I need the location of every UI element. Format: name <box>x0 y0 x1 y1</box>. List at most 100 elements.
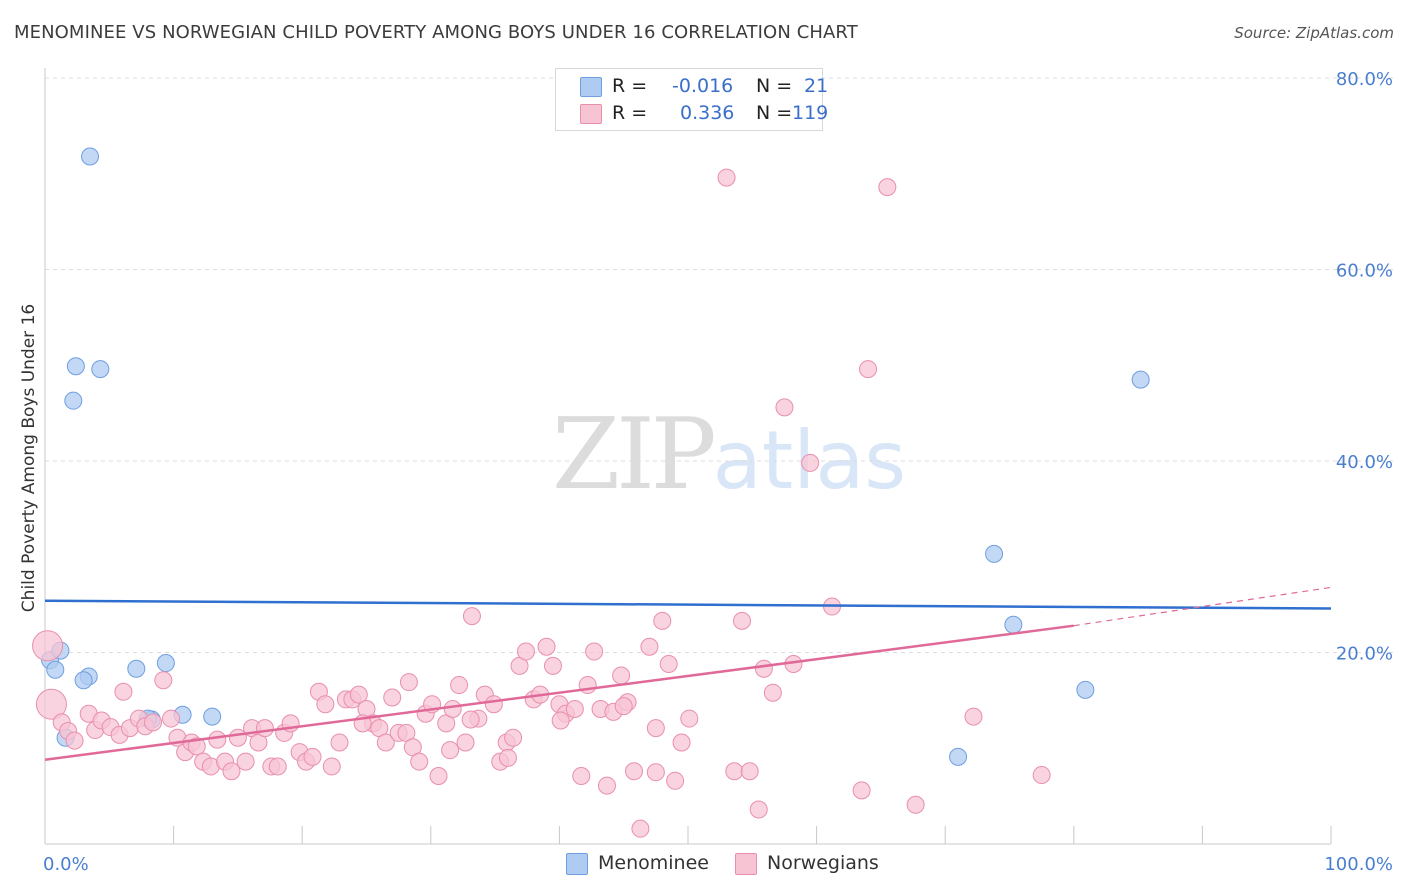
point-menominee <box>156 654 175 673</box>
data-points <box>32 147 1150 838</box>
point-norwegians <box>640 637 659 656</box>
point-norwegians <box>740 762 759 781</box>
point-norwegians <box>516 642 535 661</box>
point-norwegians <box>859 360 878 379</box>
point-menominee <box>74 671 93 690</box>
point-norwegians <box>222 762 241 781</box>
correlation-legend: R = -0.016 N = 21 R = 0.336 N = 119 <box>555 68 828 131</box>
point-norwegians <box>443 699 462 718</box>
point-norwegians <box>653 611 672 630</box>
point-norwegians <box>1032 766 1051 785</box>
point-norwegians <box>725 762 744 781</box>
point-norwegians <box>801 453 820 472</box>
point-norwegians <box>680 709 699 728</box>
trend-line-menominee <box>44 599 1332 610</box>
point-norwegians <box>565 699 584 718</box>
point-norwegians <box>154 671 173 690</box>
watermark-zip: ZIP <box>552 398 717 512</box>
point-norwegians <box>303 747 322 766</box>
point-norwegians <box>543 656 562 675</box>
point-norwegians <box>585 642 604 661</box>
point-norwegians <box>612 666 631 685</box>
point-norwegians <box>964 707 983 726</box>
point-norwegians <box>236 752 255 771</box>
point-menominee <box>91 360 110 379</box>
point-menominee <box>66 357 85 376</box>
point-norwegians <box>383 688 402 707</box>
legend-n-value: 119 <box>792 102 829 124</box>
legend-swatch-norwegians <box>580 104 602 124</box>
point-menominee <box>949 747 968 766</box>
point-norwegians <box>450 676 469 695</box>
point-norwegians <box>717 168 736 187</box>
legend-n-value: 21 <box>804 75 829 97</box>
legend-r-label: R = <box>612 75 648 97</box>
axes <box>44 68 1332 845</box>
point-norwegians <box>322 757 341 776</box>
point-norwegians <box>462 607 481 626</box>
y-tick-label: 40.0% <box>1336 452 1393 473</box>
point-norwegians <box>614 697 633 716</box>
source-label: Source: ZipAtlas.com <box>1234 24 1394 42</box>
point-norwegians <box>330 733 349 752</box>
point-norwegians <box>349 685 368 704</box>
y-tick-label: 20.0% <box>1336 644 1393 665</box>
point-norwegians <box>498 748 517 767</box>
point-norwegians <box>754 659 773 678</box>
point-menominee <box>203 707 222 726</box>
point-menominee <box>1076 680 1095 699</box>
point-norwegians <box>441 741 460 760</box>
watermark: ZIPatlas <box>552 398 906 512</box>
point-norwegians <box>484 695 503 714</box>
bottom-legend-swatch-norwegians <box>735 853 757 875</box>
point-norwegians <box>878 178 897 197</box>
point-norwegians <box>733 611 752 630</box>
point-norwegians <box>631 819 650 838</box>
point-norwegians <box>666 771 685 790</box>
point-menominee <box>1004 615 1023 634</box>
point-norwegians <box>461 710 480 729</box>
point-norwegians <box>504 728 523 747</box>
point-menominee <box>985 544 1004 563</box>
grid-lines <box>45 77 1395 653</box>
point-menominee <box>46 660 65 679</box>
tick-labels: 20.0% 40.0% 60.0% 80.0% 0.0% 100.0% Child Pove… <box>19 69 1393 875</box>
point-norwegians <box>144 713 163 732</box>
point-norwegians <box>429 767 448 786</box>
point-norwegians <box>852 781 871 800</box>
point-norwegians <box>268 757 287 776</box>
trend-lines <box>44 586 1332 761</box>
bottom-legend-label: Menominee <box>598 852 709 874</box>
point-norwegians <box>537 637 556 656</box>
x-tick-label: 100.0% <box>1324 854 1393 875</box>
legend-swatch-menominee <box>580 77 602 97</box>
x-tick-label: 0.0% <box>43 854 89 875</box>
point-norwegians <box>646 763 665 782</box>
point-norwegians <box>65 731 84 750</box>
legend-r-label: R = <box>612 102 648 124</box>
point-norwegians <box>456 733 475 752</box>
legend-r-value: 0.336 <box>680 102 735 124</box>
point-menominee <box>127 659 146 678</box>
point-norwegians <box>316 695 335 714</box>
trend-line-norwegians <box>44 624 1074 761</box>
point-menominee <box>1131 370 1150 389</box>
point-norwegians <box>410 752 429 771</box>
point-norwegians <box>255 719 274 738</box>
point-norwegians <box>672 733 691 752</box>
point-norwegians <box>646 719 665 738</box>
point-norwegians <box>376 733 395 752</box>
point-norwegians <box>35 688 67 720</box>
legend-n-label: N = <box>756 75 793 97</box>
y-tick-label: 80.0% <box>1336 69 1393 90</box>
point-norwegians <box>551 711 570 730</box>
point-norwegians <box>162 709 181 728</box>
point-norwegians <box>114 682 133 701</box>
point-norwegians <box>749 800 768 819</box>
point-menominee <box>64 391 83 410</box>
point-norwegians <box>906 795 925 814</box>
point-norwegians <box>32 630 64 662</box>
bottom-legend-swatch-menominee <box>566 853 588 875</box>
point-norwegians <box>763 683 782 702</box>
